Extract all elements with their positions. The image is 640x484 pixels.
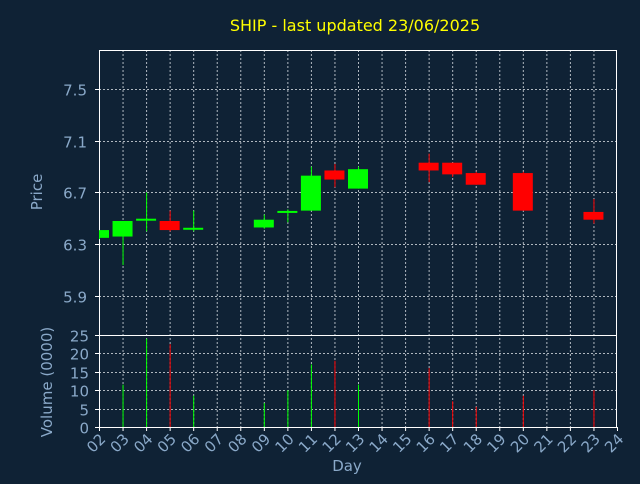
day-tick-label: 18 [460, 430, 486, 456]
candle [277, 209, 298, 223]
volume-tick-label: 15 [70, 365, 89, 383]
candle [112, 221, 133, 266]
candle-body [183, 227, 204, 230]
grid [99, 50, 617, 427]
price-tick-label: 6.3 [63, 237, 87, 255]
day-tick-label: 21 [530, 430, 556, 456]
candle [348, 166, 368, 189]
day-tick-label: 16 [413, 430, 439, 456]
candle [300, 166, 321, 211]
price-tick-label: 7.5 [63, 82, 87, 100]
candles [99, 153, 604, 266]
candle [99, 230, 109, 240]
candle-body [253, 219, 274, 228]
volume-tick-label: 0 [79, 420, 89, 438]
candle-body [112, 221, 133, 237]
day-tick-label: 09 [248, 430, 274, 456]
day-tick-label: 08 [224, 430, 250, 456]
day-tick-label: 12 [319, 430, 345, 456]
day-tick-label: 22 [554, 430, 580, 456]
day-tick-label: 11 [295, 430, 321, 456]
candle [465, 171, 486, 185]
volume-tick-label: 25 [70, 328, 89, 346]
candle [324, 164, 345, 188]
candle-body [159, 221, 180, 231]
day-tick-label: 06 [177, 430, 203, 456]
candle [442, 162, 463, 177]
candle-body [300, 175, 321, 211]
tick-labels: 5.96.36.77.17.50510152025020304050607080… [63, 82, 627, 457]
day-tick-label: 24 [601, 430, 627, 456]
candle-body [418, 162, 439, 171]
day-tick-label: 10 [271, 430, 297, 456]
volume-tick-label: 5 [79, 402, 89, 420]
price-tick-label: 6.7 [63, 185, 87, 203]
volume-tick-label: 10 [70, 383, 89, 401]
candle [159, 210, 180, 232]
candle [136, 192, 157, 232]
plot-frame [95, 50, 618, 431]
price-panel-frame [99, 50, 617, 336]
candle [583, 198, 604, 224]
day-tick-label: 20 [507, 430, 533, 456]
price-tick-label: 5.9 [63, 289, 87, 307]
candle-body [324, 170, 345, 180]
day-tick-label: 04 [130, 430, 156, 456]
day-axis-label: Day [332, 457, 362, 475]
candle-body [348, 169, 368, 189]
chart-title: SHIP - last updated 23/06/2025 [230, 16, 480, 35]
candle-body [277, 210, 298, 213]
day-tick-label: 23 [578, 430, 604, 456]
volume-tick-label: 20 [70, 346, 89, 364]
candle [183, 210, 204, 232]
candle-body [583, 211, 604, 220]
day-tick-label: 05 [154, 430, 180, 456]
candle-body [136, 218, 157, 221]
day-tick-label: 03 [107, 430, 133, 456]
candle [512, 171, 533, 211]
volume-bars [122, 338, 595, 427]
volume-axis-label: Volume (0000) [38, 327, 56, 437]
day-tick-label: 07 [201, 430, 227, 456]
candle [253, 214, 274, 229]
price-axis-label: Price [28, 174, 46, 211]
day-tick-label: 15 [389, 430, 415, 456]
candle-body [465, 173, 486, 185]
candle [418, 153, 439, 183]
day-tick-label: 13 [342, 430, 368, 456]
day-tick-label: 17 [436, 430, 462, 456]
candle-body [100, 230, 109, 238]
day-tick-label: 14 [366, 430, 392, 456]
candle-body [442, 162, 463, 175]
day-tick-label: 19 [483, 430, 509, 456]
candle-body [512, 173, 533, 211]
price-tick-label: 7.1 [63, 134, 87, 152]
